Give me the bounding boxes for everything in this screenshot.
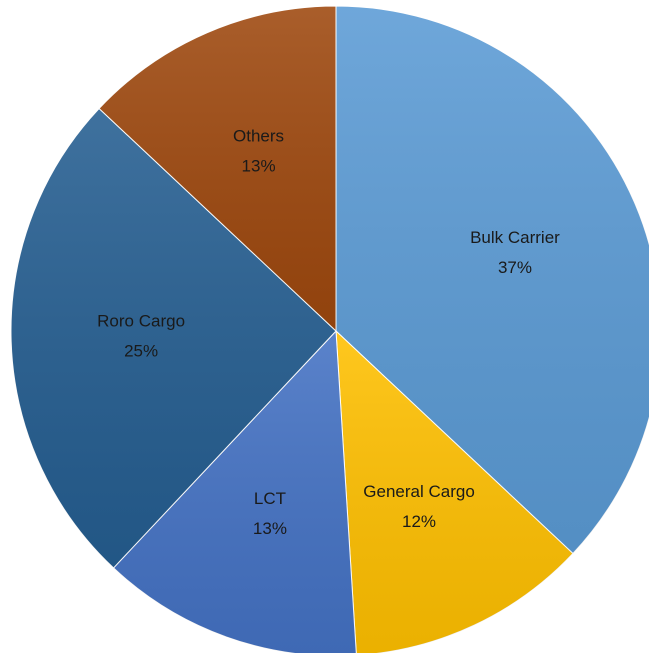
slice-value-label: 12% [402, 512, 436, 531]
slice-label: Bulk Carrier [470, 228, 560, 247]
slice-label: Others [233, 127, 284, 146]
slice-value-label: 13% [253, 519, 287, 538]
slice-label: LCT [254, 489, 286, 508]
slice-value-label: 13% [242, 157, 276, 176]
slice-label: General Cargo [363, 482, 475, 501]
slice-value-label: 25% [124, 342, 158, 361]
labels: Bulk Carrier 37% General Cargo 12% LCT 13% Ror… [97, 127, 560, 538]
slice-label: Roro Cargo [97, 312, 185, 331]
slice-value-label: 37% [498, 258, 532, 277]
